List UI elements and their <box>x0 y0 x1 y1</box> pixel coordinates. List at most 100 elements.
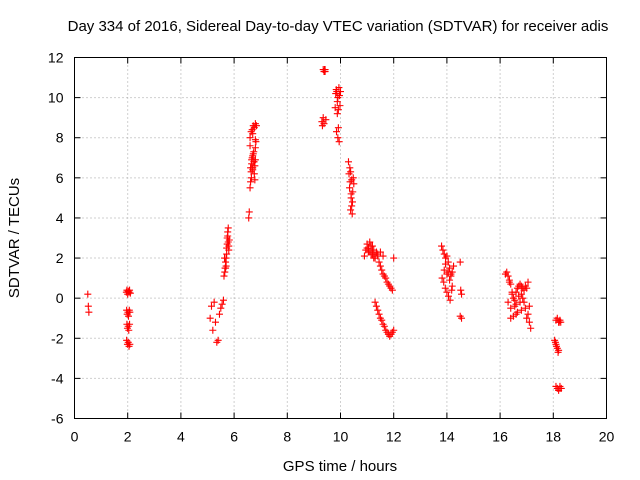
data-point <box>505 278 513 286</box>
data-point <box>247 178 255 186</box>
data-point <box>371 298 379 306</box>
data-point <box>438 242 446 250</box>
data-point <box>441 284 449 292</box>
data-point <box>210 298 218 306</box>
data-point <box>321 66 329 74</box>
data-point <box>347 168 355 176</box>
data-point <box>344 158 352 166</box>
data-point <box>443 288 451 296</box>
data-point <box>215 310 223 318</box>
x-tick-label: 12 <box>386 429 402 445</box>
data-point <box>249 152 257 160</box>
data-point <box>218 300 226 308</box>
data-point <box>524 278 532 286</box>
data-point <box>348 202 356 210</box>
data-point <box>335 138 343 146</box>
data-point <box>126 286 134 294</box>
data-point <box>217 304 225 312</box>
data-point <box>209 326 217 334</box>
data-point <box>380 322 388 330</box>
x-tick-label: 4 <box>177 429 185 445</box>
data-point <box>555 318 563 326</box>
data-point <box>251 156 259 164</box>
data-point <box>378 316 386 324</box>
plot-frame <box>74 57 607 419</box>
data-point <box>504 272 512 280</box>
axis-tick-labels: 0 2 4 6 8 10 12 14 16 18 20 -6 -4 -2 0 2 4 6 8 10 12 <box>48 50 615 445</box>
x-tick-label: 18 <box>546 429 562 445</box>
y-tick-label: 0 <box>56 290 64 306</box>
data-point <box>360 252 368 260</box>
data-point <box>333 110 341 118</box>
y-tick-label: 8 <box>56 130 64 146</box>
data-point <box>348 198 356 206</box>
data-point <box>126 320 134 328</box>
y-tick-label: 6 <box>56 170 64 186</box>
data-point <box>555 346 563 354</box>
x-tick-label: 10 <box>333 429 349 445</box>
data-point <box>222 264 230 272</box>
data-point <box>84 302 92 310</box>
data-point <box>390 326 398 334</box>
x-tick-label: 16 <box>492 429 508 445</box>
data-point <box>521 304 529 312</box>
data-point <box>124 312 132 320</box>
data-point <box>206 314 214 322</box>
data-point <box>508 288 516 296</box>
data-point <box>347 190 355 198</box>
data-point <box>250 170 258 178</box>
data-point <box>221 254 229 262</box>
data-point <box>444 292 452 300</box>
data-point <box>442 260 450 268</box>
data-point <box>382 274 390 282</box>
data-point <box>375 310 383 318</box>
data-point <box>246 134 254 142</box>
data-point <box>348 176 356 184</box>
y-tick-label: 10 <box>48 90 64 106</box>
data-point <box>334 124 342 132</box>
x-axis-label: GPS time / hours <box>283 458 397 475</box>
data-point <box>346 184 354 192</box>
data-point <box>507 314 515 322</box>
data-point <box>519 294 527 302</box>
data-point <box>251 136 259 144</box>
data-points <box>84 66 565 394</box>
data-point <box>346 164 354 172</box>
data-point <box>333 128 341 136</box>
data-point <box>448 282 456 290</box>
y-tick-label: 2 <box>56 250 64 266</box>
data-point <box>456 258 464 266</box>
data-point <box>251 144 259 152</box>
chart-title: Day 334 of 2016, Sidereal Day-to-day VTE… <box>68 18 609 35</box>
data-point <box>246 184 254 192</box>
data-point <box>252 122 260 130</box>
data-point <box>557 384 565 392</box>
data-point <box>247 174 255 182</box>
data-point <box>390 254 398 262</box>
data-point <box>336 102 344 110</box>
data-point <box>379 252 387 260</box>
y-axis-label: SDTVAR / TECUs <box>6 178 23 298</box>
data-point <box>207 302 215 310</box>
data-point <box>219 296 227 304</box>
data-point <box>224 228 232 236</box>
data-point <box>126 308 134 316</box>
data-point <box>444 268 452 276</box>
data-point <box>440 278 448 286</box>
data-point <box>511 296 519 304</box>
y-tick-label: 12 <box>48 50 64 66</box>
data-point <box>439 246 447 254</box>
data-point <box>350 180 358 188</box>
data-point <box>223 234 231 242</box>
data-point <box>211 318 219 326</box>
data-point <box>125 326 133 334</box>
data-point <box>347 206 355 214</box>
grid <box>74 57 607 419</box>
x-tick-label: 0 <box>71 429 79 445</box>
data-point <box>126 289 134 297</box>
x-tick-label: 6 <box>230 429 238 445</box>
data-point <box>251 162 259 170</box>
data-point <box>245 214 253 222</box>
data-point <box>85 308 93 316</box>
